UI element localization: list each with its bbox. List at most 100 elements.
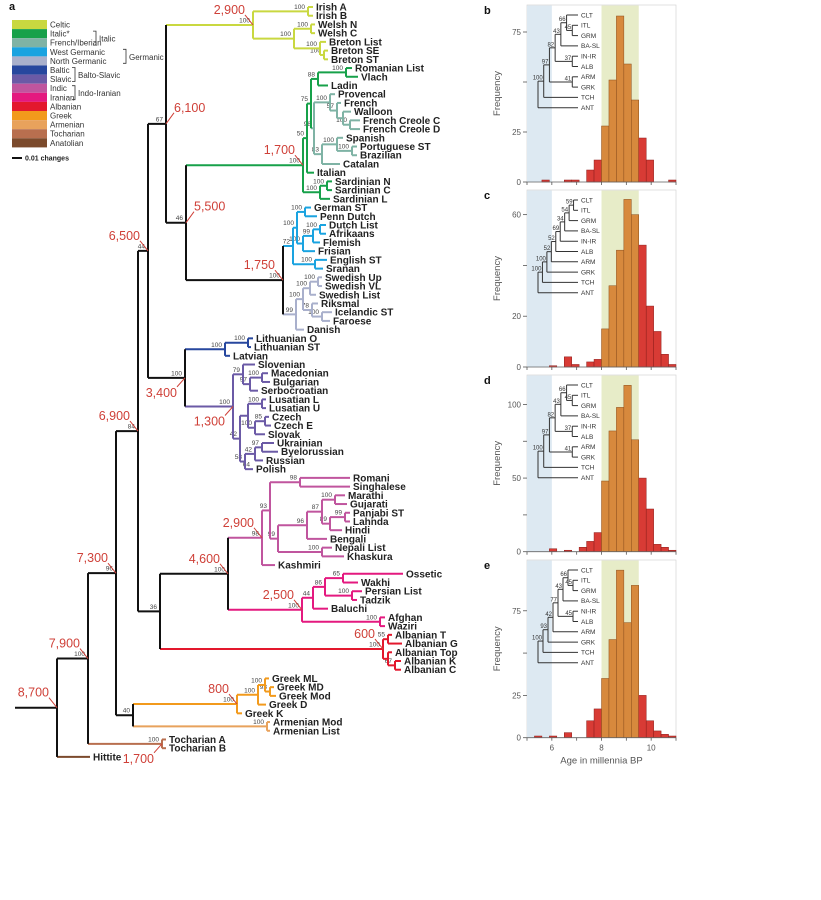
leaf-label: Breton ST <box>331 55 379 66</box>
inset-leaf-label: CLT <box>581 382 593 389</box>
inset-leaf-label: GRK <box>581 84 596 91</box>
shaded-range-band <box>527 375 552 552</box>
inset-leaf-label: ITL <box>581 393 591 400</box>
inset-clade-tree: CLT ITL GRM 45 66 BA-SL 43 IN-IR ALB 37 82 ARM GRK 41… <box>533 382 600 482</box>
histogram-bar <box>593 159 602 183</box>
inset-clade-tree: CLT ITL GRM 45 66 BA-SL 43 NI-IR ALB 45 77 ARM 42 GRK… <box>532 567 600 667</box>
leaf-label: Ossetic <box>406 569 443 580</box>
leaf-label: Gujarati <box>350 500 388 511</box>
inset-support-value: 66 <box>559 387 566 393</box>
legend-swatch-iranian <box>12 92 47 102</box>
inset-support-value: 42 <box>545 612 552 618</box>
divergence-date-label: 1,300 <box>194 414 225 428</box>
leaf-label: Serbocroatian <box>261 386 328 397</box>
leaf-label: Armenian Mod <box>273 718 342 729</box>
histogram-bar <box>593 532 602 552</box>
x-tick-label: 6 <box>550 744 555 753</box>
support-value: 100 <box>297 21 308 28</box>
histogram-bar <box>623 63 632 183</box>
histogram-bar <box>623 385 632 552</box>
leaf-label: Breton SE <box>331 46 380 57</box>
leaf-label: Lithuanian O <box>256 334 317 345</box>
legend-swatch-greek <box>12 111 47 121</box>
divergence-date-label: 600 <box>354 627 375 641</box>
inset-leaf-label: GRK <box>581 454 596 461</box>
support-value: 58 <box>235 454 243 461</box>
inset-support-value: 41 <box>565 446 572 452</box>
inset-leaf-label: GRM <box>581 33 596 40</box>
histogram-bar <box>645 305 654 368</box>
histogram-bar <box>564 356 572 368</box>
support-value: 100 <box>296 281 307 288</box>
leaf-label: Slovenian <box>258 360 305 371</box>
leaf-label: Bengali <box>330 534 366 545</box>
leaf-label: Brazilian <box>360 151 402 162</box>
histogram-bar <box>645 159 654 183</box>
support-value: 100 <box>148 736 159 743</box>
legend-swatch-baltic <box>12 65 47 75</box>
leaf-label: English ST <box>330 255 382 266</box>
histogram-bar <box>586 361 595 368</box>
support-value: 99 <box>286 307 294 314</box>
support-value: 100 <box>211 342 222 349</box>
support-value: 100 <box>253 719 264 726</box>
date-pointer <box>293 599 303 611</box>
leaf-label: Welsh C <box>318 29 357 40</box>
panel-letter-c: c <box>484 190 490 202</box>
support-value: 100 <box>214 566 225 573</box>
legend-label-celtic: Celtic <box>50 21 70 30</box>
leaf-label: Tadzik <box>360 595 391 606</box>
leaf-label: Ukrainian <box>277 439 323 450</box>
support-value: 89 <box>320 516 328 523</box>
support-value: 64 <box>243 462 251 469</box>
leaf-label: Flemish <box>323 238 361 249</box>
support-value: 79 <box>233 367 241 374</box>
leaf-label: Irish A <box>316 3 347 14</box>
leaf-label: Greek MD <box>277 683 324 694</box>
histogram-panel-d: 0 50 100 d Frequency CLT ITL GRM 45 66 BA-SL 43 IN-I… <box>484 374 677 557</box>
support-value: 100 <box>288 602 299 609</box>
legend-group-bracket <box>72 85 76 101</box>
support-value: 100 <box>301 257 312 264</box>
divergence-date-label: 8,700 <box>18 686 49 700</box>
inset-support-value: 97 <box>542 429 549 435</box>
date-pointer <box>107 562 117 574</box>
date-pointer <box>48 697 58 709</box>
support-value: 75 <box>301 96 309 103</box>
leaf-label: Breton List <box>329 37 382 48</box>
support-value: 93 <box>260 684 268 691</box>
divergence-date-label: 2,500 <box>263 588 294 602</box>
legend-label-italic: Italic* <box>50 30 70 39</box>
support-value: 55 <box>378 632 386 639</box>
inset-leaf-label: TCH <box>581 280 595 287</box>
panel-letter-d: d <box>484 375 491 387</box>
inset-leaf-label: TCH <box>581 95 595 102</box>
x-tick-label: 8 <box>599 744 604 753</box>
leaf-label: Catalan <box>343 159 379 170</box>
legend-label-baltic: Baltic <box>50 66 70 75</box>
leaf-label: Ladin <box>331 81 358 92</box>
inset-leaf-label: TCH <box>581 650 595 657</box>
support-value: 100 <box>366 614 377 621</box>
inset-leaf-label: GRM <box>581 588 596 595</box>
inset-leaf-label: BA-SL <box>581 228 600 235</box>
leaf-label: Dutch List <box>329 221 379 232</box>
date-pointer <box>244 14 254 26</box>
support-value: 100 <box>321 492 332 499</box>
support-value: 98 <box>252 530 260 537</box>
histogram-bar <box>645 508 654 552</box>
leaf-label: Walloon <box>354 107 393 118</box>
leaf-label: Czech <box>272 412 301 423</box>
leaf-label: Hindi <box>345 526 370 537</box>
leaf-label: Spanish <box>346 133 385 144</box>
divergence-date-label: 6,900 <box>99 409 130 423</box>
inset-support-value: 100 <box>532 636 543 642</box>
leaf-label: Swedish VL <box>325 282 381 293</box>
inset-leaf-label: GRK <box>581 269 596 276</box>
inset-leaf-label: NI-IR <box>581 609 596 616</box>
leaf-label: Faroese <box>333 316 372 327</box>
support-value: 83 <box>312 147 320 154</box>
legend-swatch-wgerm <box>12 47 47 57</box>
inset-support-value: 52 <box>544 246 551 252</box>
